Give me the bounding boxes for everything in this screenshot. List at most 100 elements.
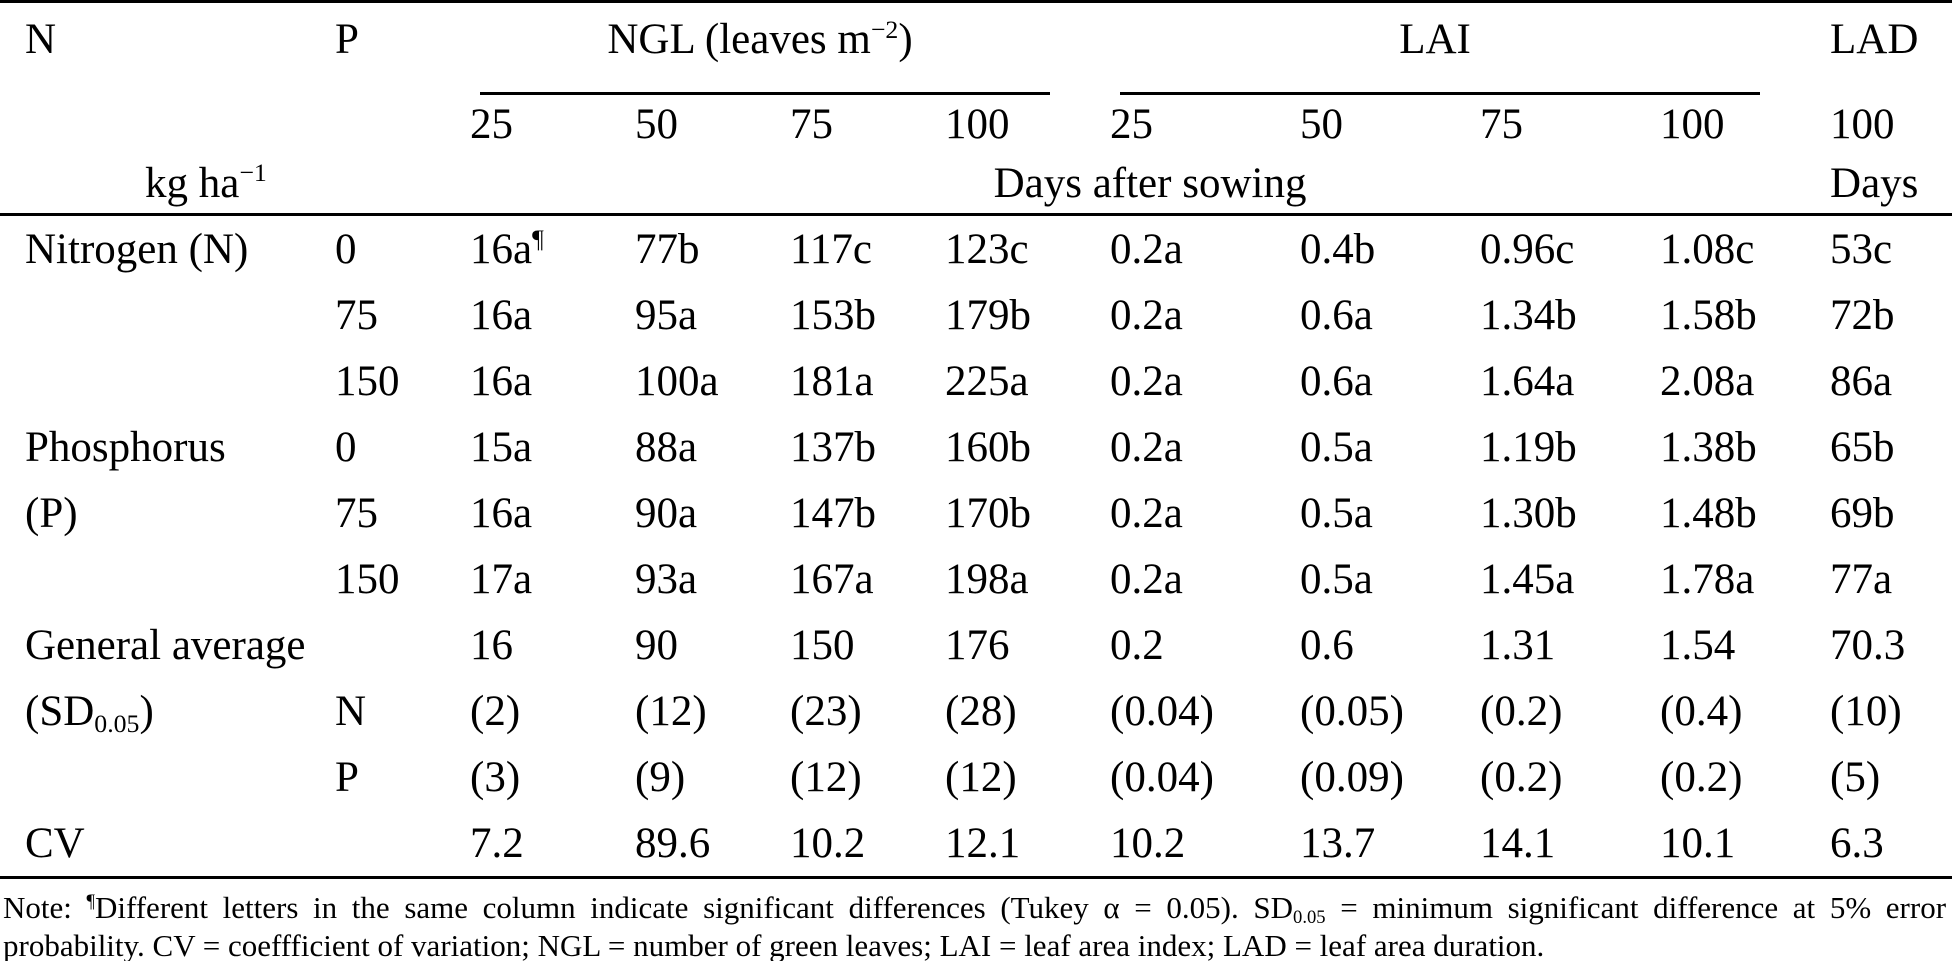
data-cell: (0.4) xyxy=(1660,687,1743,735)
lad-days-label: Days xyxy=(1830,153,1952,216)
table-note: Note: ¶Different letters in the same col… xyxy=(3,890,1947,961)
data-cell: 1.31 xyxy=(1480,621,1556,669)
data-cell: (5) xyxy=(1830,753,1881,801)
data-cell: (0.2) xyxy=(1480,753,1563,801)
row-label-cell: (P) xyxy=(25,489,78,537)
data-cell: 153b xyxy=(790,291,876,339)
data-cell: 0.2a xyxy=(1110,423,1183,471)
row-label-cell xyxy=(0,348,335,414)
data-cell: (12) xyxy=(945,753,1017,801)
data-cell: 167a xyxy=(790,555,874,603)
data-cell: 1.38b xyxy=(1660,423,1757,471)
group-header-ngl-label: NGL (leaves m−2) xyxy=(607,14,913,63)
table-row: 150 16a 100a 181a 225a 0.2a 0.6a 1.64a 2.08a 86a xyxy=(0,348,1952,414)
empty-cell xyxy=(0,95,335,153)
data-cell: 1.64a xyxy=(1480,357,1575,405)
day-header: 100 xyxy=(1830,100,1895,148)
data-cell: 16a xyxy=(470,357,533,405)
row-label-cell xyxy=(0,546,335,612)
data-cell: 0.4b xyxy=(1300,225,1376,273)
p-level-cell: 75 xyxy=(335,489,378,537)
data-cell: 225a xyxy=(945,357,1029,405)
data-cell: 1.45a xyxy=(1480,555,1575,603)
data-cell: 1.48b xyxy=(1660,489,1757,537)
row-label-cell: Nitrogen (N) xyxy=(25,225,249,273)
data-cell: 147b xyxy=(790,489,876,537)
row-label-cell: CV xyxy=(0,810,335,879)
days-after-sowing-label: Days after sowing xyxy=(470,153,1831,216)
data-cell: 15a xyxy=(470,423,533,471)
data-cell: 1.58b xyxy=(1660,291,1757,339)
data-cell: 10.2 xyxy=(790,810,945,879)
col-header-p: P xyxy=(335,16,359,63)
table-row: (SD0.05) N (2) (12) (23) (28) (0.04) (0.05) (0.2… xyxy=(0,678,1952,744)
data-cell: 65b xyxy=(1830,423,1895,471)
data-cell: 1.08c xyxy=(1660,225,1755,273)
data-cell: 13.7 xyxy=(1300,810,1481,879)
data-cell: 198a xyxy=(945,555,1029,603)
data-cell: (0.2) xyxy=(1480,687,1563,735)
data-cell: 176 xyxy=(945,621,1010,669)
data-cell: 117c xyxy=(790,225,872,273)
col-header-lad: LAD xyxy=(1830,16,1919,63)
data-cell: 0.96c xyxy=(1480,225,1575,273)
table-header: N P NGL (leaves m−2) LAI LAD 25 50 75 10… xyxy=(0,2,1952,216)
data-cell: 90 xyxy=(635,621,678,669)
data-cell: 170b xyxy=(945,489,1031,537)
day-header: 25 xyxy=(470,100,513,148)
table-row: Phosphorus 0 15a 88a 137b 160b 0.2a 0.5a 1.19b 1.… xyxy=(0,414,1952,480)
p-level-cell: 150 xyxy=(335,555,400,603)
data-cell: 69b xyxy=(1830,489,1895,537)
data-cell: (2) xyxy=(470,687,521,735)
data-cell: 89.6 xyxy=(635,810,790,879)
data-cell: (3) xyxy=(470,753,521,801)
data-cell: (9) xyxy=(635,753,686,801)
data-cell: (0.09) xyxy=(1300,753,1404,801)
data-cell: 2.08a xyxy=(1660,357,1755,405)
row-label-cell xyxy=(0,744,335,810)
data-cell: 88a xyxy=(635,423,698,471)
treatments-table: N P NGL (leaves m−2) LAI LAD 25 50 75 10… xyxy=(0,0,1952,879)
data-cell: 6.3 xyxy=(1830,810,1952,879)
data-cell: 16a¶ xyxy=(470,224,544,273)
data-cell: 1.30b xyxy=(1480,489,1577,537)
header-row-groups: N P NGL (leaves m−2) LAI LAD xyxy=(0,2,1952,95)
data-cell: 0.2a xyxy=(1110,291,1183,339)
p-level-cell: N xyxy=(335,687,367,735)
data-cell: 16a xyxy=(470,291,533,339)
day-header: 75 xyxy=(1480,100,1524,148)
table-row: 150 17a 93a 167a 198a 0.2a 0.5a 1.45a 1.78a 77a xyxy=(0,546,1952,612)
day-header: 25 xyxy=(1110,100,1154,148)
lai-group-rule xyxy=(1120,92,1761,95)
data-cell: 123c xyxy=(945,225,1029,273)
data-cell: 14.1 xyxy=(1480,810,1661,879)
day-header: 100 xyxy=(1660,100,1725,148)
p-level-cell: 0 xyxy=(335,225,357,273)
data-cell: 100a xyxy=(635,357,719,405)
data-cell: (12) xyxy=(635,687,707,735)
data-cell: 0.5a xyxy=(1300,489,1373,537)
data-cell: (0.05) xyxy=(1300,687,1404,735)
header-row-days: 25 50 75 100 25 50 75 100 100 xyxy=(0,95,1952,153)
unit-label: kg ha−1 xyxy=(0,153,470,216)
day-header: 100 xyxy=(945,100,1010,148)
data-cell: 137b xyxy=(790,423,876,471)
data-cell: 93a xyxy=(635,555,698,603)
data-cell: (23) xyxy=(790,687,862,735)
p-level-cell xyxy=(335,810,470,879)
data-cell: 0.2a xyxy=(1110,225,1183,273)
table-row: 75 16a 95a 153b 179b 0.2a 0.6a 1.34b 1.58b 72b xyxy=(0,282,1952,348)
data-cell: (12) xyxy=(790,753,862,801)
table-row: CV 7.2 89.6 10.2 12.1 10.2 13.7 14.1 10.1 6.3 xyxy=(0,810,1952,879)
row-label-cell: Phosphorus xyxy=(25,423,226,471)
row-label-cell: General average xyxy=(25,621,306,669)
table-row: Nitrogen (N) 0 16a¶ 77b 117c 123c 0.2a 0.4b 0.96… xyxy=(0,215,1952,283)
data-cell: 0.6a xyxy=(1300,357,1373,405)
table-row: General average 16 90 150 176 0.2 0.6 1.31 1.54 7… xyxy=(0,612,1952,678)
row-label-cell: (SD0.05) xyxy=(25,687,154,738)
data-cell: 70.3 xyxy=(1830,621,1906,669)
data-cell: (0.04) xyxy=(1110,687,1214,735)
data-cell: 181a xyxy=(790,357,874,405)
data-cell: 160b xyxy=(945,423,1031,471)
